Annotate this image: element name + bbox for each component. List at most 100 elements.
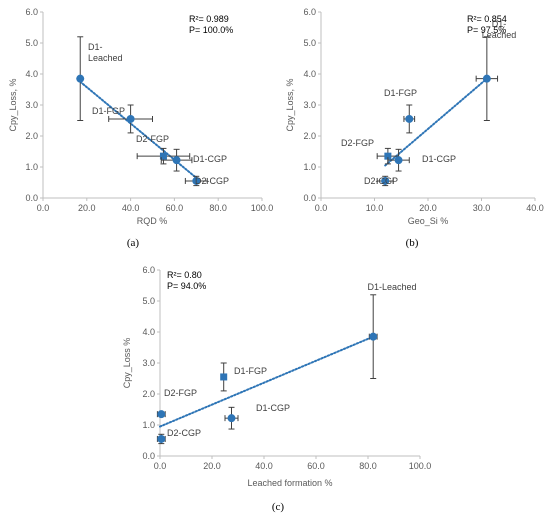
- point-label-line: Leached: [88, 53, 123, 63]
- x-tick-label: 20.0: [78, 203, 96, 213]
- y-tick-label: 1.0: [142, 420, 155, 430]
- y-tick-label: 0.0: [25, 193, 38, 203]
- point-label: D1-CGP: [422, 154, 456, 164]
- data-point-circle: [405, 114, 414, 123]
- x-tick-label: 40.0: [122, 203, 140, 213]
- data-point-circle: [76, 74, 85, 83]
- x-tick-label: 80.0: [209, 203, 227, 213]
- panel-label-a: (a): [127, 237, 140, 249]
- x-tick-label: 60.0: [166, 203, 184, 213]
- data-point-circle: [126, 114, 135, 123]
- point-label: D1-FGP: [92, 106, 125, 116]
- data-point-square: [159, 152, 167, 160]
- point-label-line: D2-FGP: [136, 134, 169, 144]
- x-tick-label: 100.0: [251, 203, 274, 213]
- point-label: D1-FGP: [234, 366, 267, 376]
- chart-a: 0.0 1.0 2.0 3.0 4.0 5.0 6.0 0.0 20.0 40.0 60.0 80.0…: [8, 7, 273, 226]
- y-tick-label: 0.0: [303, 193, 316, 203]
- point-label-line: D1-CGP: [256, 403, 290, 413]
- y-tick-label: 2.0: [303, 131, 316, 141]
- y-tick-label: 4.0: [25, 69, 38, 79]
- data-point-circle: [157, 410, 166, 419]
- point-label: D1-Leached: [88, 42, 123, 63]
- x-tick-label: 10.0: [366, 203, 384, 213]
- data-point-square: [384, 152, 392, 160]
- point-label: D1-FGP: [384, 88, 417, 98]
- y-tick-label: 3.0: [303, 100, 316, 110]
- y-tick-label: 6.0: [142, 265, 155, 275]
- point-label: D1-Leached: [367, 282, 416, 292]
- point-label-line: D2-FGP: [341, 138, 374, 148]
- stat-text: R²= 0.989: [189, 14, 229, 24]
- y-tick-label: 6.0: [25, 7, 38, 17]
- stat-text: R²= 0.854: [467, 14, 507, 24]
- point-label: D2-CGP: [364, 176, 398, 186]
- x-tick-label: 60.0: [307, 461, 325, 471]
- x-tick-label: 20.0: [203, 461, 221, 471]
- point-label-line: D2-CGP: [364, 176, 398, 186]
- data-point-circle: [157, 434, 166, 443]
- point-label-line: D1-Leached: [367, 282, 416, 292]
- y-tick-label: 5.0: [303, 38, 316, 48]
- y-axis-title: Cpy_Loss %: [122, 338, 132, 389]
- point-label-line: D2-CGP: [195, 176, 229, 186]
- point-label-line: D2-CGP: [167, 428, 201, 438]
- x-tick-label: 0.0: [154, 461, 167, 471]
- x-axis-title: Geo_Si %: [408, 216, 449, 226]
- y-tick-label: 5.0: [25, 38, 38, 48]
- stat-text: P= 94.0%: [167, 281, 206, 291]
- point-label-line: Leached: [482, 30, 517, 40]
- stat-text: P= 97.5%: [467, 25, 506, 35]
- point-label: D2-FGP: [164, 388, 197, 398]
- data-point-circle: [394, 156, 403, 165]
- point-label-line: D1-: [492, 19, 507, 29]
- point-label: D2-CGP: [195, 176, 229, 186]
- point-label-line: D1-FGP: [234, 366, 267, 376]
- panel-label-b: (b): [406, 237, 419, 249]
- y-tick-label: 0.0: [142, 451, 155, 461]
- panel-label-c: (c): [272, 501, 285, 513]
- point-label-line: D1-FGP: [92, 106, 125, 116]
- point-label: D2-FGP: [341, 138, 374, 148]
- trendline: [159, 335, 375, 428]
- data-point-circle: [172, 156, 181, 165]
- chart-b: 0.0 1.0 2.0 3.0 4.0 5.0 6.0 0.0 10.0 20.0 30.0 40.0…: [285, 7, 544, 226]
- y-tick-label: 2.0: [25, 131, 38, 141]
- y-tick-label: 5.0: [142, 296, 155, 306]
- x-tick-label: 100.0: [409, 461, 432, 471]
- y-tick-label: 3.0: [25, 100, 38, 110]
- y-axis-title: Cpy_Loss, %: [285, 78, 295, 131]
- x-tick-label: 40.0: [526, 203, 544, 213]
- data-point-circle: [482, 74, 491, 83]
- point-label-line: D1-FGP: [384, 88, 417, 98]
- y-tick-label: 1.0: [25, 162, 38, 172]
- point-label: D2-CGP: [167, 428, 201, 438]
- point-label: D2-FGP: [136, 134, 169, 144]
- data-point-circle: [369, 332, 378, 341]
- x-tick-label: 30.0: [473, 203, 491, 213]
- point-label-line: D2-FGP: [164, 388, 197, 398]
- y-tick-label: 4.0: [142, 327, 155, 337]
- data-point-circle: [227, 414, 236, 423]
- point-label-line: D1-CGP: [193, 154, 227, 164]
- y-tick-label: 2.0: [142, 389, 155, 399]
- trendline: [384, 77, 488, 167]
- y-tick-label: 1.0: [303, 162, 316, 172]
- y-axis-title: Cpy_Loss, %: [8, 78, 18, 131]
- x-tick-label: 0.0: [37, 203, 50, 213]
- y-tick-label: 6.0: [303, 7, 316, 17]
- chart-c: 0.0 1.0 2.0 3.0 4.0 5.0 6.0 0.0 20.0 40.0 60.0 80.0…: [122, 265, 431, 488]
- data-point-square: [220, 373, 228, 381]
- y-tick-label: 4.0: [303, 69, 316, 79]
- point-label-line: D1-CGP: [422, 154, 456, 164]
- x-axis-title: Leached formation %: [247, 478, 332, 488]
- x-tick-label: 0.0: [315, 203, 328, 213]
- point-label-line: D1-: [88, 42, 103, 52]
- stat-text: P= 100.0%: [189, 25, 233, 35]
- x-tick-label: 20.0: [419, 203, 437, 213]
- point-label: D1-CGP: [256, 403, 290, 413]
- y-tick-label: 3.0: [142, 358, 155, 368]
- x-axis-title: RQD %: [137, 216, 168, 226]
- point-label: D1-Leached: [482, 19, 517, 40]
